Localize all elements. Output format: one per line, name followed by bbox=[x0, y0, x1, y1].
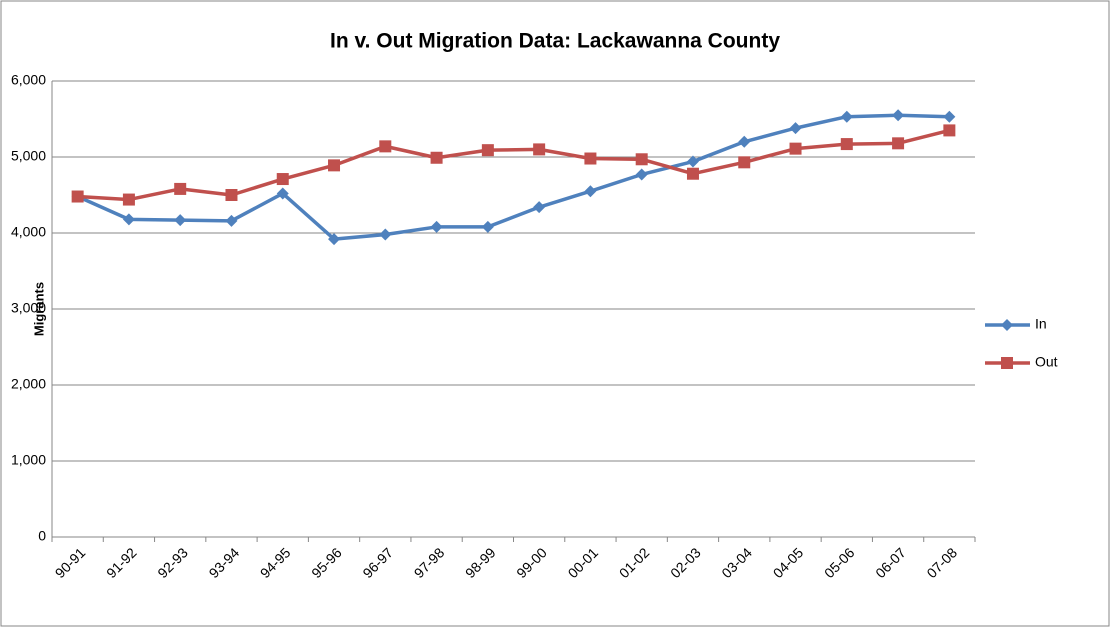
data-point bbox=[738, 156, 751, 169]
data-point bbox=[481, 144, 494, 157]
data-point bbox=[584, 152, 597, 165]
data-point bbox=[533, 201, 546, 214]
legend-label: In bbox=[1035, 316, 1047, 332]
y-tick-label: 4,000 bbox=[11, 224, 46, 240]
chart-title: In v. Out Migration Data: Lackawanna Cou… bbox=[330, 30, 780, 53]
data-point bbox=[789, 142, 802, 155]
data-point bbox=[686, 155, 699, 168]
data-point bbox=[892, 109, 905, 122]
data-point bbox=[328, 233, 341, 246]
legend-label: Out bbox=[1035, 354, 1058, 370]
data-point bbox=[276, 187, 289, 200]
data-point bbox=[174, 214, 187, 227]
data-point bbox=[328, 159, 341, 172]
y-tick-label: 2,000 bbox=[11, 376, 46, 392]
data-point bbox=[533, 143, 546, 156]
data-point bbox=[840, 110, 853, 123]
y-tick-label: 6,000 bbox=[11, 72, 46, 88]
data-point bbox=[584, 185, 597, 198]
series-line bbox=[76, 113, 950, 241]
data-point bbox=[430, 220, 443, 233]
data-point bbox=[276, 173, 289, 186]
data-point bbox=[174, 182, 187, 195]
data-point bbox=[635, 153, 648, 166]
y-tick-label: 1,000 bbox=[11, 452, 46, 468]
y-tick-label: 0 bbox=[38, 528, 46, 544]
data-point bbox=[943, 110, 956, 123]
data-point bbox=[225, 214, 238, 227]
data-point bbox=[122, 213, 135, 226]
legend-marker bbox=[1001, 357, 1013, 369]
y-tick-label: 5,000 bbox=[11, 148, 46, 164]
data-point bbox=[789, 122, 802, 135]
legend-marker bbox=[1001, 319, 1013, 331]
data-point bbox=[225, 189, 238, 201]
data-point bbox=[122, 193, 135, 206]
y-axis-title: Migrants bbox=[31, 282, 46, 336]
data-point bbox=[379, 140, 392, 153]
data-point bbox=[840, 138, 853, 151]
data-point bbox=[635, 168, 648, 181]
y-tick-label: 3,000 bbox=[11, 300, 46, 316]
data-point bbox=[481, 220, 494, 233]
series-line bbox=[77, 128, 950, 202]
data-point bbox=[71, 190, 84, 203]
data-point bbox=[738, 135, 751, 148]
data-point bbox=[943, 124, 956, 137]
data-point bbox=[892, 137, 905, 150]
data-point bbox=[379, 228, 392, 241]
data-point bbox=[686, 167, 699, 180]
data-point bbox=[430, 151, 443, 164]
